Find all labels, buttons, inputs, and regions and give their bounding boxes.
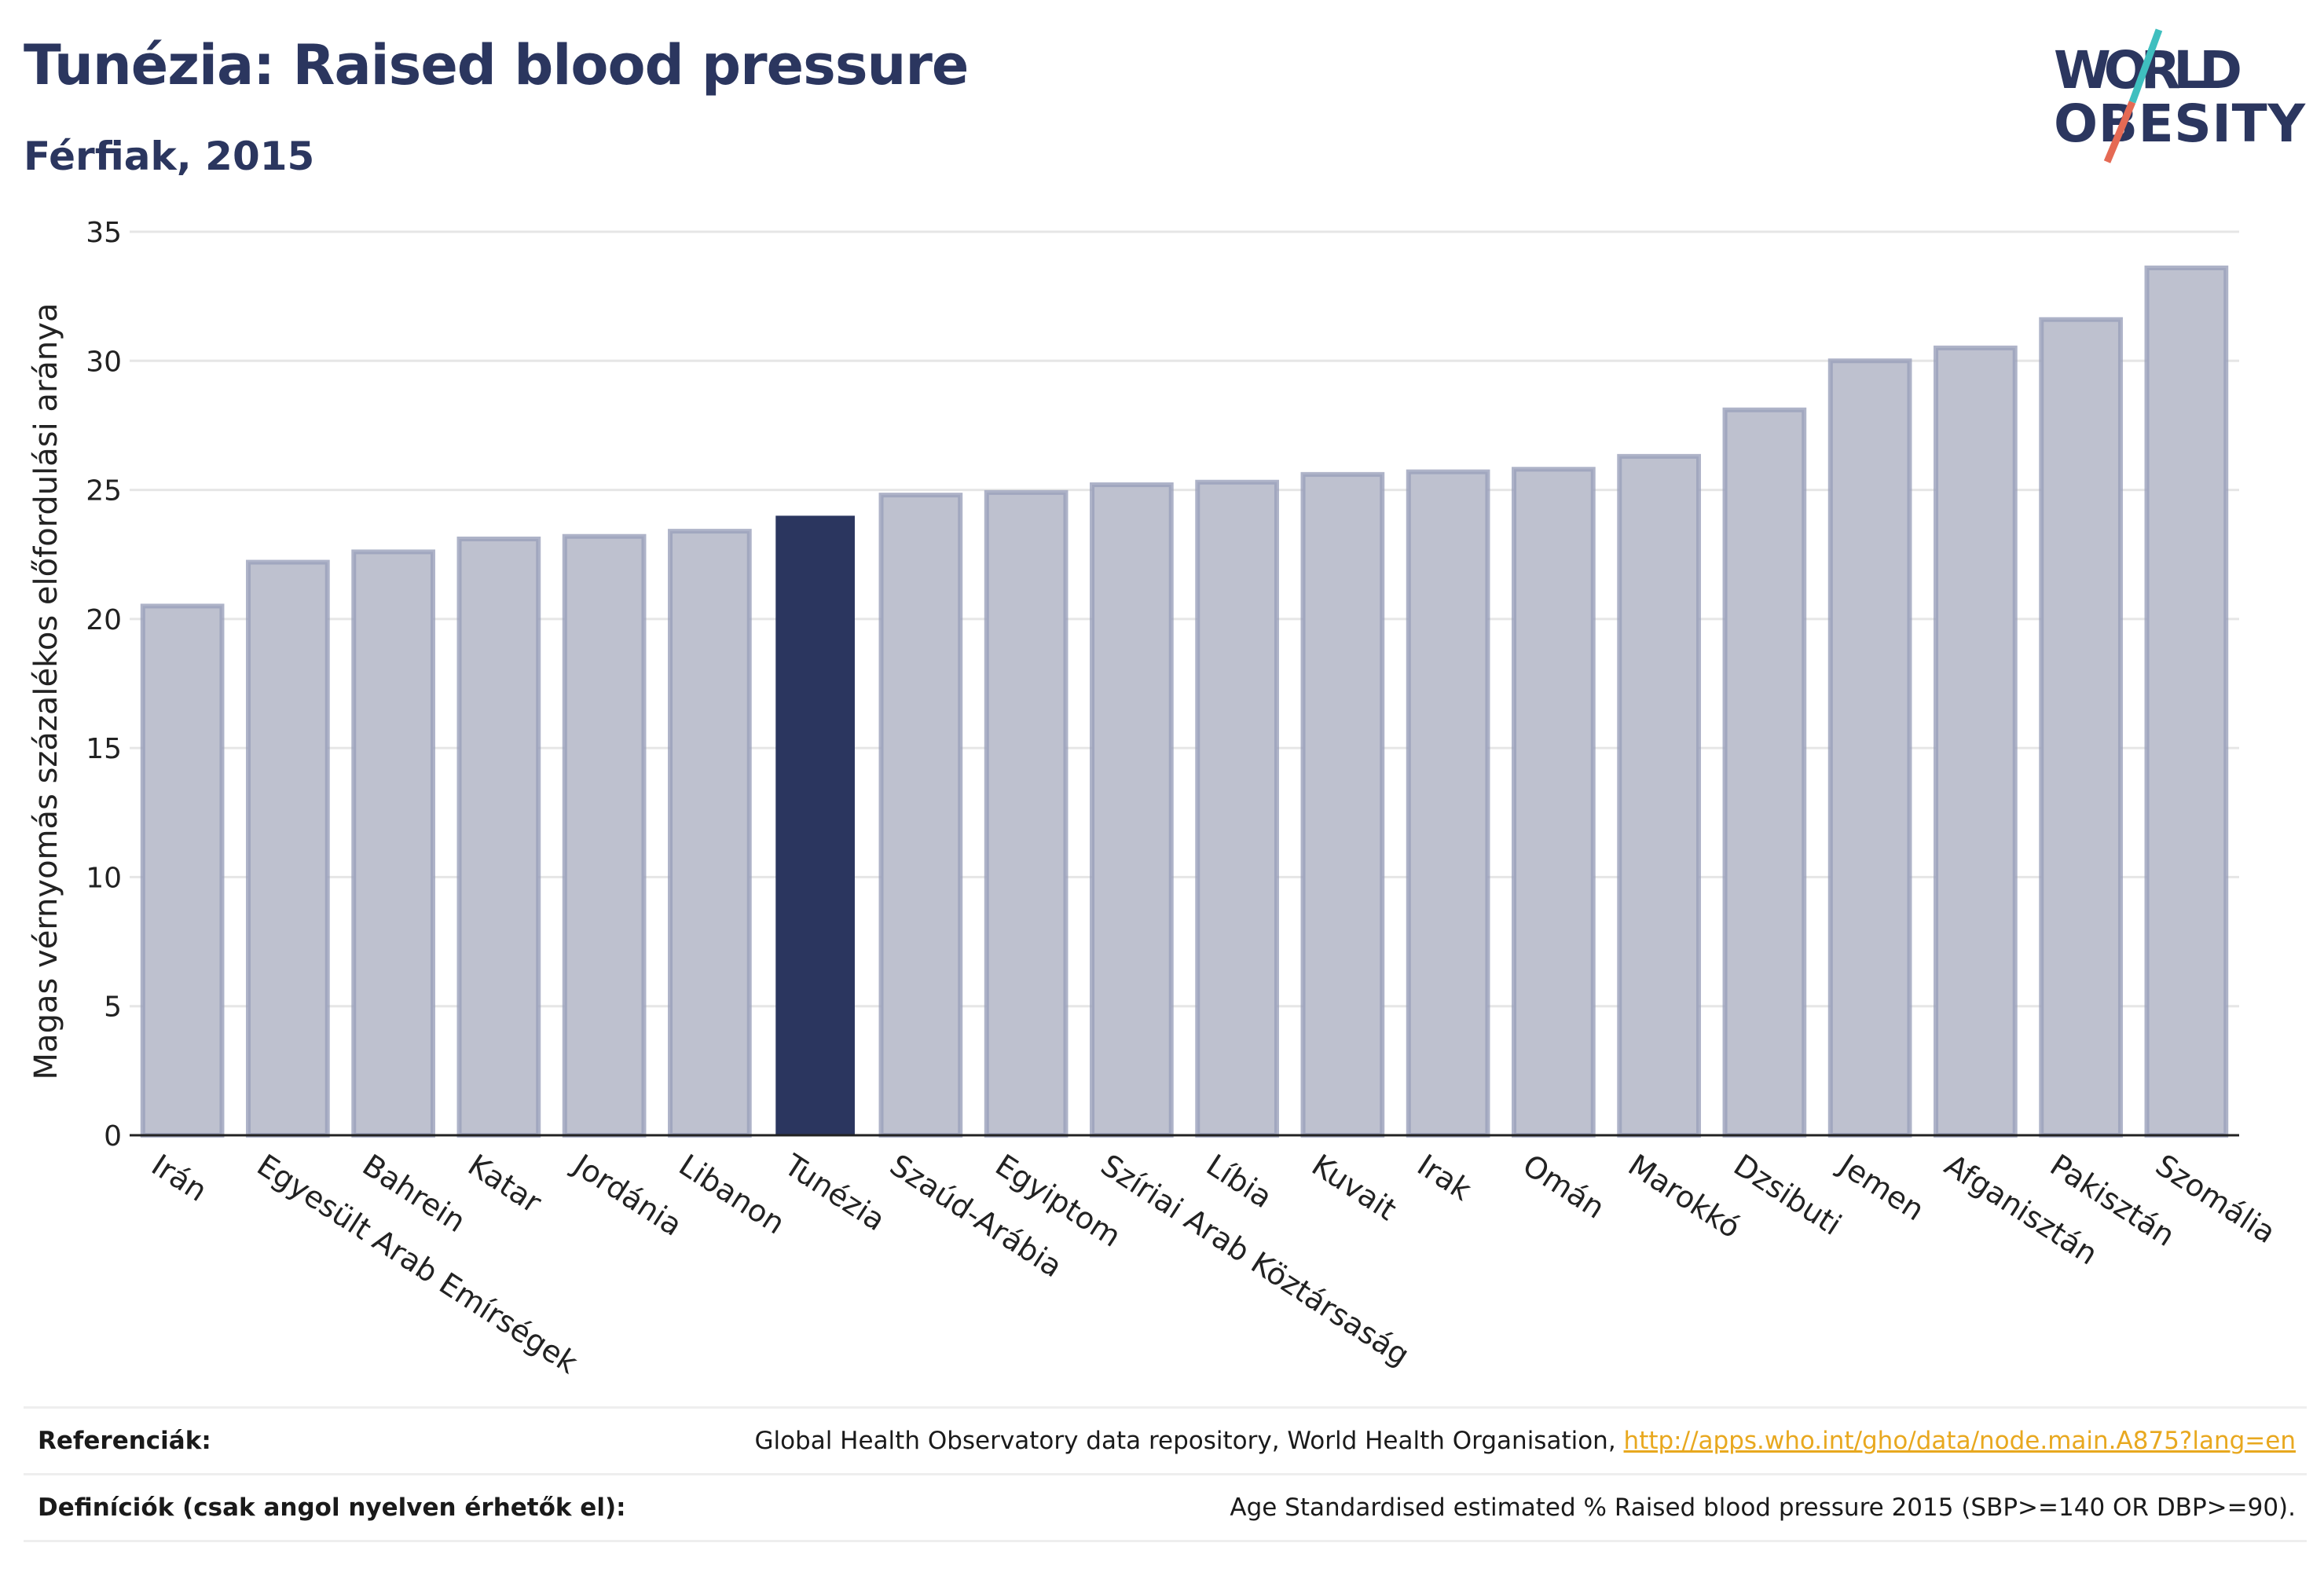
x-tick-label: Jordánia [566, 1147, 688, 1243]
bar [1300, 471, 1385, 1138]
definitions-row: Definíciók (csak angol nyelven érhetők e… [24, 1473, 2307, 1542]
y-tick-label: 0 [104, 1120, 122, 1153]
bar [140, 603, 225, 1138]
y-tick-label: 35 [86, 217, 122, 249]
bar [456, 537, 541, 1138]
x-tick-label: Jemen [1832, 1147, 1931, 1228]
world-obesity-logo: WORLD OBESITY [2054, 28, 2306, 163]
bar [1722, 407, 1807, 1138]
bar [1617, 453, 1701, 1138]
x-tick-label: Omán [1516, 1148, 1611, 1226]
bar [1934, 345, 2018, 1138]
definitions-label: Definíciók (csak angol nyelven érhetők e… [38, 1494, 626, 1522]
y-tick-label: 25 [86, 475, 122, 508]
x-tick-label: Kuvait [1306, 1148, 1402, 1227]
bar [1406, 469, 1490, 1138]
y-tick-label: 20 [86, 604, 122, 636]
chart-title: Tunézia: Raised blood pressure [24, 33, 969, 97]
references-row: Referenciák: Global Health Observatory d… [24, 1406, 2307, 1473]
bar [1827, 358, 1912, 1138]
definitions-text: Age Standardised estimated % Raised bloo… [1230, 1494, 2296, 1522]
logo-slash-teal [2128, 28, 2163, 104]
bar [775, 515, 855, 1135]
logo-slash-coral [2103, 101, 2136, 163]
x-tick-label: Dzsibuti [1728, 1148, 1847, 1242]
y-tick-label: 15 [86, 733, 122, 765]
references-label: Referenciák: [38, 1427, 211, 1455]
x-tick-label: Tunézia [778, 1147, 892, 1237]
bar [562, 533, 647, 1138]
y-tick-label: 5 [104, 991, 122, 1024]
x-tick-label: Líbia [1200, 1148, 1278, 1215]
y-axis-title: Magas vérnyomás százalékos előfordulási … [28, 303, 64, 1080]
bar [351, 549, 435, 1138]
x-tick-label: Marokkó [1622, 1148, 1747, 1245]
references-value: Global Health Observatory data repositor… [754, 1427, 2307, 1455]
references-text: Global Health Observatory data repositor… [754, 1427, 1624, 1455]
bars [140, 266, 2229, 1138]
references-link[interactable]: http://apps.who.int/gho/data/node.main.A… [1623, 1427, 2296, 1455]
bar [668, 529, 752, 1138]
bar [1512, 467, 1596, 1138]
bar [1090, 482, 1174, 1138]
x-tick-label: Irak [1411, 1148, 1477, 1208]
y-tick-label: 10 [86, 862, 122, 894]
bar [2144, 266, 2229, 1138]
bar [2039, 317, 2123, 1138]
bar [1195, 479, 1279, 1138]
chart-subtitle: Férfiak, 2015 [24, 134, 315, 179]
grid-lines [130, 230, 2239, 1008]
bar [984, 489, 1069, 1138]
y-tick-label: 30 [86, 346, 122, 378]
x-tick-label: Irán [145, 1148, 213, 1208]
bar [246, 559, 330, 1138]
bar [878, 493, 963, 1138]
logo-word-obesity: OBESITY [2054, 93, 2306, 154]
x-tick-label: Katar [462, 1148, 548, 1220]
x-tick-label: Libanon [673, 1148, 790, 1241]
